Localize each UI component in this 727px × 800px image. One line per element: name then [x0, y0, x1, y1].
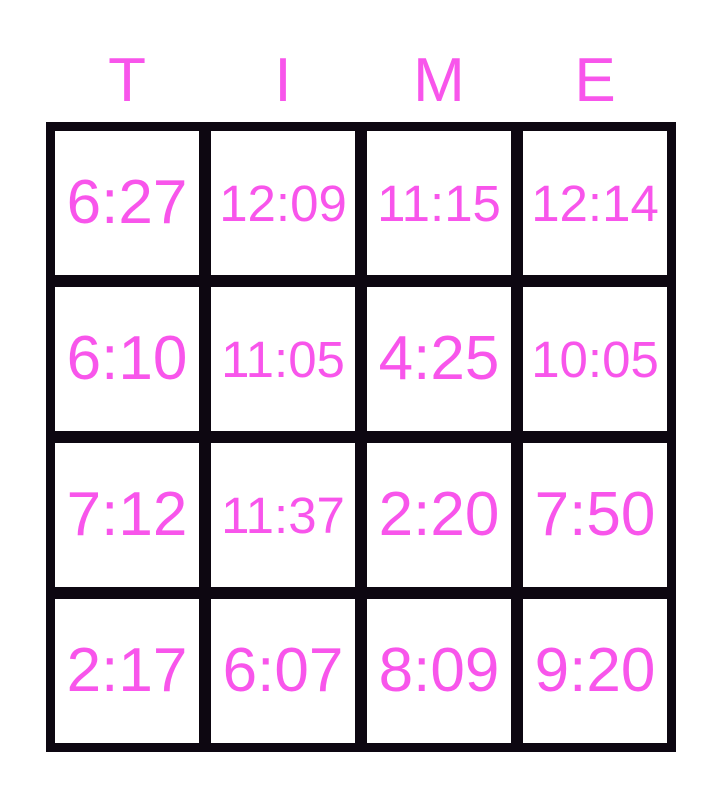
bingo-cell-r3c2: 11:37: [211, 443, 355, 587]
bingo-cell-r4c1: 2:17: [55, 599, 199, 743]
bingo-cell-r2c2: 11:05: [211, 287, 355, 431]
bingo-cell-r2c1: 6:10: [55, 287, 199, 431]
header-letter-i: I: [274, 46, 292, 115]
bingo-cell-r4c3: 8:09: [367, 599, 511, 743]
bingo-cell-r1c3: 11:15: [367, 131, 511, 275]
bingo-grid: 6:27 12:09 11:15 12:14 6:10 11:05 4:25 1…: [46, 122, 676, 752]
bingo-cell-r2c4: 10:05: [523, 287, 667, 431]
header-letter-m: M: [413, 46, 465, 115]
bingo-header: T I M E: [46, 50, 676, 112]
header-letter-t: T: [108, 46, 146, 115]
bingo-cell-r4c4: 9:20: [523, 599, 667, 743]
bingo-cell-r3c4: 7:50: [523, 443, 667, 587]
bingo-cell-r2c3: 4:25: [367, 287, 511, 431]
bingo-cell-r3c3: 2:20: [367, 443, 511, 587]
bingo-cell-r1c1: 6:27: [55, 131, 199, 275]
header-letter-e: E: [574, 46, 616, 115]
bingo-cell-r1c2: 12:09: [211, 131, 355, 275]
bingo-cell-r1c4: 12:14: [523, 131, 667, 275]
bingo-cell-r3c1: 7:12: [55, 443, 199, 587]
bingo-cell-r4c2: 6:07: [211, 599, 355, 743]
